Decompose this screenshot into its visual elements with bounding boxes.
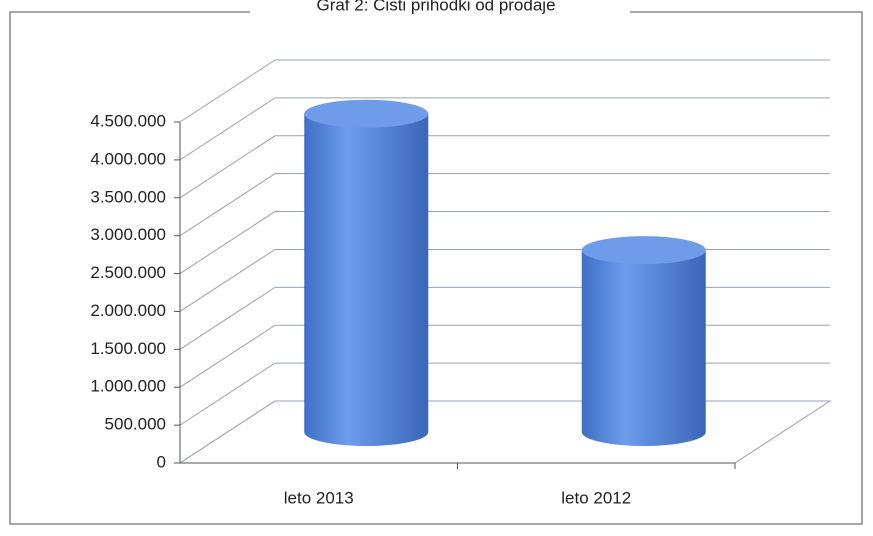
floor — [178, 400, 832, 464]
y-tick-label: 3.500.000 — [90, 187, 166, 206]
bar-body — [581, 250, 706, 446]
y-tick-label: 4.500.000 — [90, 111, 166, 130]
grid-line — [179, 135, 830, 199]
bar-top — [304, 99, 429, 128]
title-bg — [250, 0, 630, 16]
bar — [304, 99, 429, 446]
grid-line — [179, 59, 830, 123]
y-tick-label: 1.000.000 — [90, 377, 166, 396]
y-tick-label: 4.000.000 — [90, 149, 166, 168]
bar-top — [581, 236, 706, 265]
y-tick-label: 500.000 — [105, 415, 166, 434]
grid-line — [179, 173, 830, 237]
grid-line — [179, 324, 830, 388]
grid-line — [179, 97, 830, 161]
grid-line — [179, 400, 830, 464]
bar-body — [304, 113, 429, 446]
grid-line — [179, 362, 830, 426]
y-tick-label: 1.500.000 — [90, 339, 166, 358]
grid-line — [179, 211, 830, 274]
grid-line — [179, 286, 830, 350]
y-tick-label: 2.500.000 — [90, 263, 166, 282]
grid-line — [179, 248, 830, 312]
chart-title: Graf 2: Čisti prihodki od prodaje — [316, 0, 555, 14]
bar — [581, 236, 706, 446]
x-tick-label: leto 2012 — [561, 488, 631, 507]
x-tick-label: leto 2013 — [284, 488, 354, 507]
y-tick-label: 3.000.000 — [90, 225, 166, 244]
y-tick-label: 2.000.000 — [90, 301, 166, 320]
y-tick-label: 0 — [157, 452, 166, 471]
